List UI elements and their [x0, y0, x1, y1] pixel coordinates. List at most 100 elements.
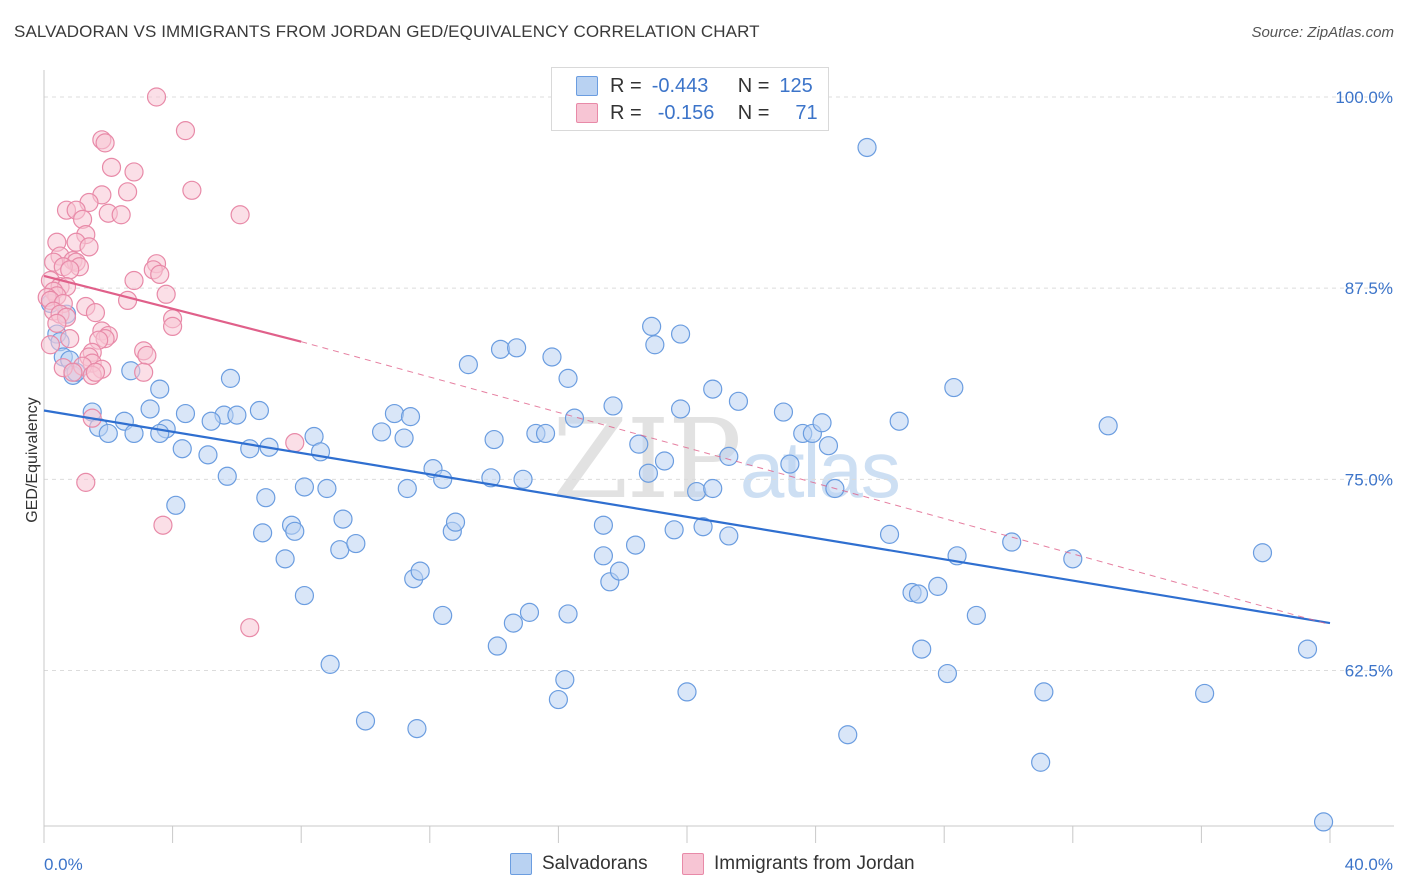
point-salvadorans — [889, 411, 909, 431]
point-salvadorans — [317, 478, 337, 499]
legend-item-salvadorans[interactable]: Salvadorans — [510, 851, 648, 877]
point-salvadorans — [503, 613, 523, 633]
point-salvadorans — [928, 576, 948, 596]
y-tick-label: 87.5% — [1345, 279, 1393, 298]
point-jordan — [76, 472, 96, 492]
point-jordan — [156, 284, 176, 304]
point-salvadorans — [487, 636, 507, 656]
source-label: Source: ZipAtlas.com — [1251, 24, 1394, 41]
point-salvadorans — [249, 400, 270, 421]
point-salvadorans — [150, 423, 170, 444]
point-jordan — [60, 329, 80, 349]
point-salvadorans — [275, 549, 295, 569]
point-salvadorans — [677, 682, 697, 702]
point-salvadorans — [198, 445, 218, 465]
point-salvadorans — [879, 524, 900, 544]
point-jordan — [175, 121, 196, 141]
point-jordan — [150, 264, 170, 285]
point-salvadorans — [555, 670, 575, 690]
point-salvadorans — [937, 663, 958, 684]
legend-label-jordan: Immigrants from Jordan — [714, 853, 915, 874]
point-salvadorans — [838, 725, 858, 745]
point-salvadorans — [333, 509, 353, 529]
point-salvadorans — [519, 602, 540, 622]
point-salvadorans — [1313, 812, 1334, 832]
y-tick-label: 75.0% — [1345, 470, 1393, 489]
point-jordan — [124, 270, 144, 291]
point-salvadorans — [1034, 682, 1054, 702]
point-salvadorans — [535, 423, 556, 444]
point-salvadorans — [642, 316, 662, 336]
point-salvadorans — [175, 403, 196, 424]
point-jordan — [117, 182, 138, 202]
point-salvadorans — [481, 468, 501, 488]
point-salvadorans — [638, 463, 659, 483]
r-value: -0.156 — [657, 101, 715, 124]
r-label: R = — [610, 101, 642, 124]
point-salvadorans — [394, 428, 414, 448]
point-salvadorans — [558, 368, 578, 388]
trendline-jordan — [43, 274, 302, 343]
n-value: 125 — [779, 74, 813, 97]
point-salvadorans — [603, 396, 623, 416]
point-salvadorans — [484, 429, 504, 450]
trendline-jordan-extension — [301, 341, 1331, 626]
legend-swatch-salvadorans — [510, 853, 532, 875]
point-salvadorans — [593, 546, 614, 566]
point-salvadorans — [220, 368, 241, 388]
point-jordan — [60, 260, 80, 280]
y-tick-label: 62.5% — [1345, 662, 1393, 681]
point-salvadorans — [542, 347, 562, 367]
legend-swatch-jordan — [682, 853, 704, 875]
point-salvadorans — [346, 533, 366, 554]
point-jordan — [285, 433, 305, 453]
point-salvadorans — [1195, 683, 1215, 704]
point-salvadorans — [944, 377, 964, 398]
point-salvadorans — [1063, 549, 1083, 569]
point-salvadorans — [1297, 639, 1318, 659]
point-salvadorans — [98, 423, 118, 444]
y-tick-label: 100.0% — [1335, 88, 1393, 107]
point-jordan — [153, 515, 173, 535]
point-salvadorans — [1031, 752, 1051, 772]
point-salvadorans — [966, 605, 986, 626]
stats-legend: R = -0.443 N = 125 R = -0.156 N = 71 — [551, 67, 829, 131]
y-axis-title: GED/Equivalency — [24, 397, 41, 522]
chart-title: SALVADORAN VS IMMIGRANTS FROM JORDAN GED… — [14, 22, 760, 41]
point-salvadorans — [320, 654, 340, 674]
stats-row-jordan: R = -0.156 N = 71 — [576, 100, 818, 126]
x-tick-label-max: 40.0% — [1345, 855, 1393, 874]
point-salvadorans — [812, 413, 832, 433]
point-salvadorans — [773, 402, 794, 422]
point-jordan — [163, 316, 183, 336]
x-tick-label-min: 0.0% — [44, 855, 83, 874]
point-jordan — [182, 180, 202, 200]
point-salvadorans — [507, 338, 527, 358]
point-salvadorans — [330, 540, 350, 560]
point-jordan — [63, 362, 83, 382]
point-jordan — [134, 362, 154, 382]
point-salvadorans — [445, 512, 466, 532]
point-salvadorans — [670, 324, 691, 344]
point-jordan — [85, 303, 106, 323]
point-salvadorans — [433, 605, 453, 626]
point-jordan — [230, 205, 250, 225]
point-salvadorans — [548, 689, 569, 710]
point-salvadorans — [285, 521, 305, 541]
point-salvadorans — [857, 137, 877, 158]
point-salvadorans — [1002, 532, 1022, 552]
point-jordan — [117, 290, 138, 311]
point-salvadorans — [780, 454, 800, 474]
point-salvadorans — [1098, 416, 1118, 436]
point-salvadorans — [625, 535, 646, 555]
legend-item-jordan[interactable]: Immigrants from Jordan — [682, 851, 915, 877]
point-salvadorans — [670, 399, 691, 419]
point-salvadorans — [664, 520, 684, 540]
legend-label-salvadorans: Salvadorans — [542, 853, 648, 874]
point-salvadorans — [294, 477, 315, 497]
point-salvadorans — [629, 434, 649, 454]
stats-row-salvadorans: R = -0.443 N = 125 — [576, 73, 813, 99]
point-salvadorans — [371, 422, 392, 442]
point-jordan — [101, 157, 122, 177]
r-label: R = — [610, 74, 642, 97]
